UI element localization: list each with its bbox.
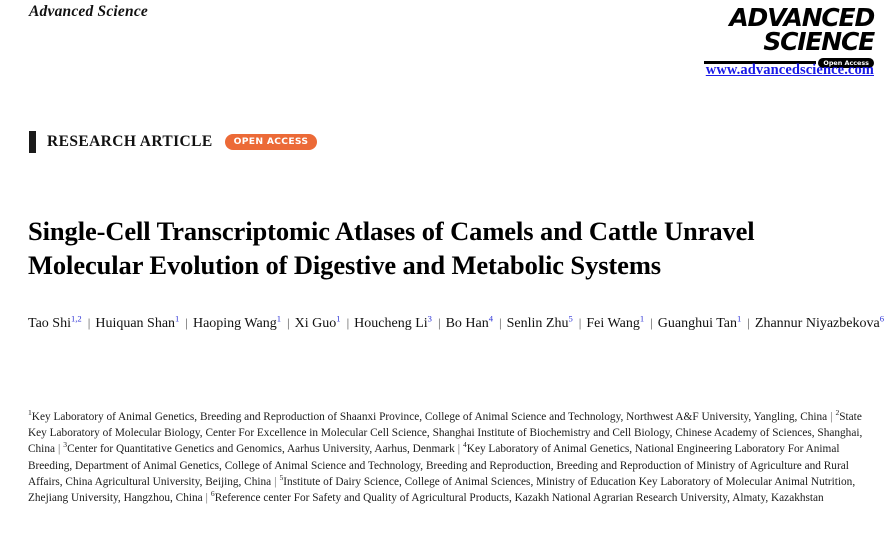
author-separator: | (499, 315, 502, 330)
author-name[interactable]: Guanghui Tan1 (657, 313, 742, 331)
journal-masthead: Advanced Science ADVANCED SCIENCE Open A… (0, 0, 890, 96)
author-separator: | (287, 315, 290, 330)
author-affiliation-marker: 1 (175, 313, 180, 324)
affiliation-separator: | (457, 443, 460, 456)
affiliation-text: Center for Quantitative Genetics and Gen… (67, 443, 455, 456)
open-access-badge: OPEN ACCESS (224, 133, 318, 151)
author-affiliation-marker: 1,2 (70, 313, 82, 324)
affiliation-text: Institute of Dairy Science, College of A… (28, 475, 856, 505)
page-title: Single-Cell Transcriptomic Atlases of Ca… (28, 215, 755, 281)
author-separator: | (185, 315, 188, 330)
author-separator: | (884, 315, 890, 330)
accent-bar (29, 131, 36, 153)
affiliation-separator: | (205, 492, 208, 505)
affiliation-list: 1Key Laboratory of Animal Genetics, Bree… (28, 409, 864, 506)
affiliation-text: State Key Laboratory of Molecular Biolog… (28, 411, 863, 456)
affiliation-marker: 5 (279, 473, 284, 483)
author-separator: | (87, 315, 91, 330)
author-name[interactable]: Zhannur Niyazbekova6 (754, 313, 884, 331)
affiliation-text: Reference center For Safety and Quality … (214, 492, 824, 505)
author-affiliation-marker: 6 (879, 313, 884, 324)
affiliation-marker: 3 (63, 440, 68, 450)
author-name[interactable]: Haoping Wang1 (192, 313, 282, 331)
logo-open-access-chip: Open Access (818, 58, 874, 68)
journal-url-link[interactable]: www.advancedscience.com (705, 62, 874, 78)
author-separator: | (437, 315, 441, 330)
author-name[interactable]: Bo Han4 (445, 313, 494, 331)
affiliation-marker: 1 (28, 408, 32, 418)
author-affiliation-marker: 1 (737, 313, 742, 324)
author-affiliation-marker: 1 (639, 313, 645, 324)
affiliation-separator: | (274, 475, 277, 488)
author-name[interactable]: Tao Shi1,2 (28, 313, 82, 331)
author-name[interactable]: Huiquan Shan1 (95, 313, 180, 331)
author-affiliation-marker: 1 (276, 313, 282, 324)
affiliation-separator: | (830, 411, 833, 423)
author-list: Tao Shi1,2 | Huiquan Shan1 | Haoping Wang1 | X… (28, 313, 884, 334)
author-separator: | (650, 315, 653, 330)
author-name[interactable]: Senlin Zhu5 (506, 313, 573, 331)
affiliation-text: Key Laboratory of Animal Genetics, Natio… (28, 443, 849, 488)
article-type-banner: RESEARCH ARTICLE OPEN ACCESS (29, 131, 318, 153)
author-name[interactable]: Fei Wang1 (586, 313, 645, 331)
author-affiliation-marker: 5 (568, 313, 573, 324)
affiliation-marker: 6 (210, 489, 215, 499)
journal-name: Advanced Science (29, 3, 148, 20)
author-affiliation-marker: 3 (427, 313, 432, 324)
logo-text-advanced: ADVANCED (729, 3, 875, 32)
advanced-science-logo: ADVANCED SCIENCE Open Access (698, 3, 875, 68)
logo-rule-row: Open Access (698, 58, 874, 68)
logo-divider-rule (704, 61, 817, 65)
affiliation-marker: 2 (835, 408, 840, 418)
author-name[interactable]: Xi Guo1 (294, 313, 341, 331)
author-separator: | (747, 315, 750, 330)
affiliation-separator: | (58, 443, 61, 456)
logo-text-science: SCIENCE (763, 27, 875, 56)
affiliation-text: Key Laboratory of Animal Genetics, Breed… (31, 411, 828, 423)
author-separator: | (346, 315, 350, 330)
article-type-label: RESEARCH ARTICLE (47, 133, 213, 150)
author-name[interactable]: Houcheng Li3 (354, 313, 432, 331)
affiliation-marker: 4 (462, 440, 467, 450)
author-affiliation-marker: 4 (488, 313, 494, 324)
author-separator: | (578, 315, 582, 330)
author-affiliation-marker: 1 (336, 313, 341, 324)
